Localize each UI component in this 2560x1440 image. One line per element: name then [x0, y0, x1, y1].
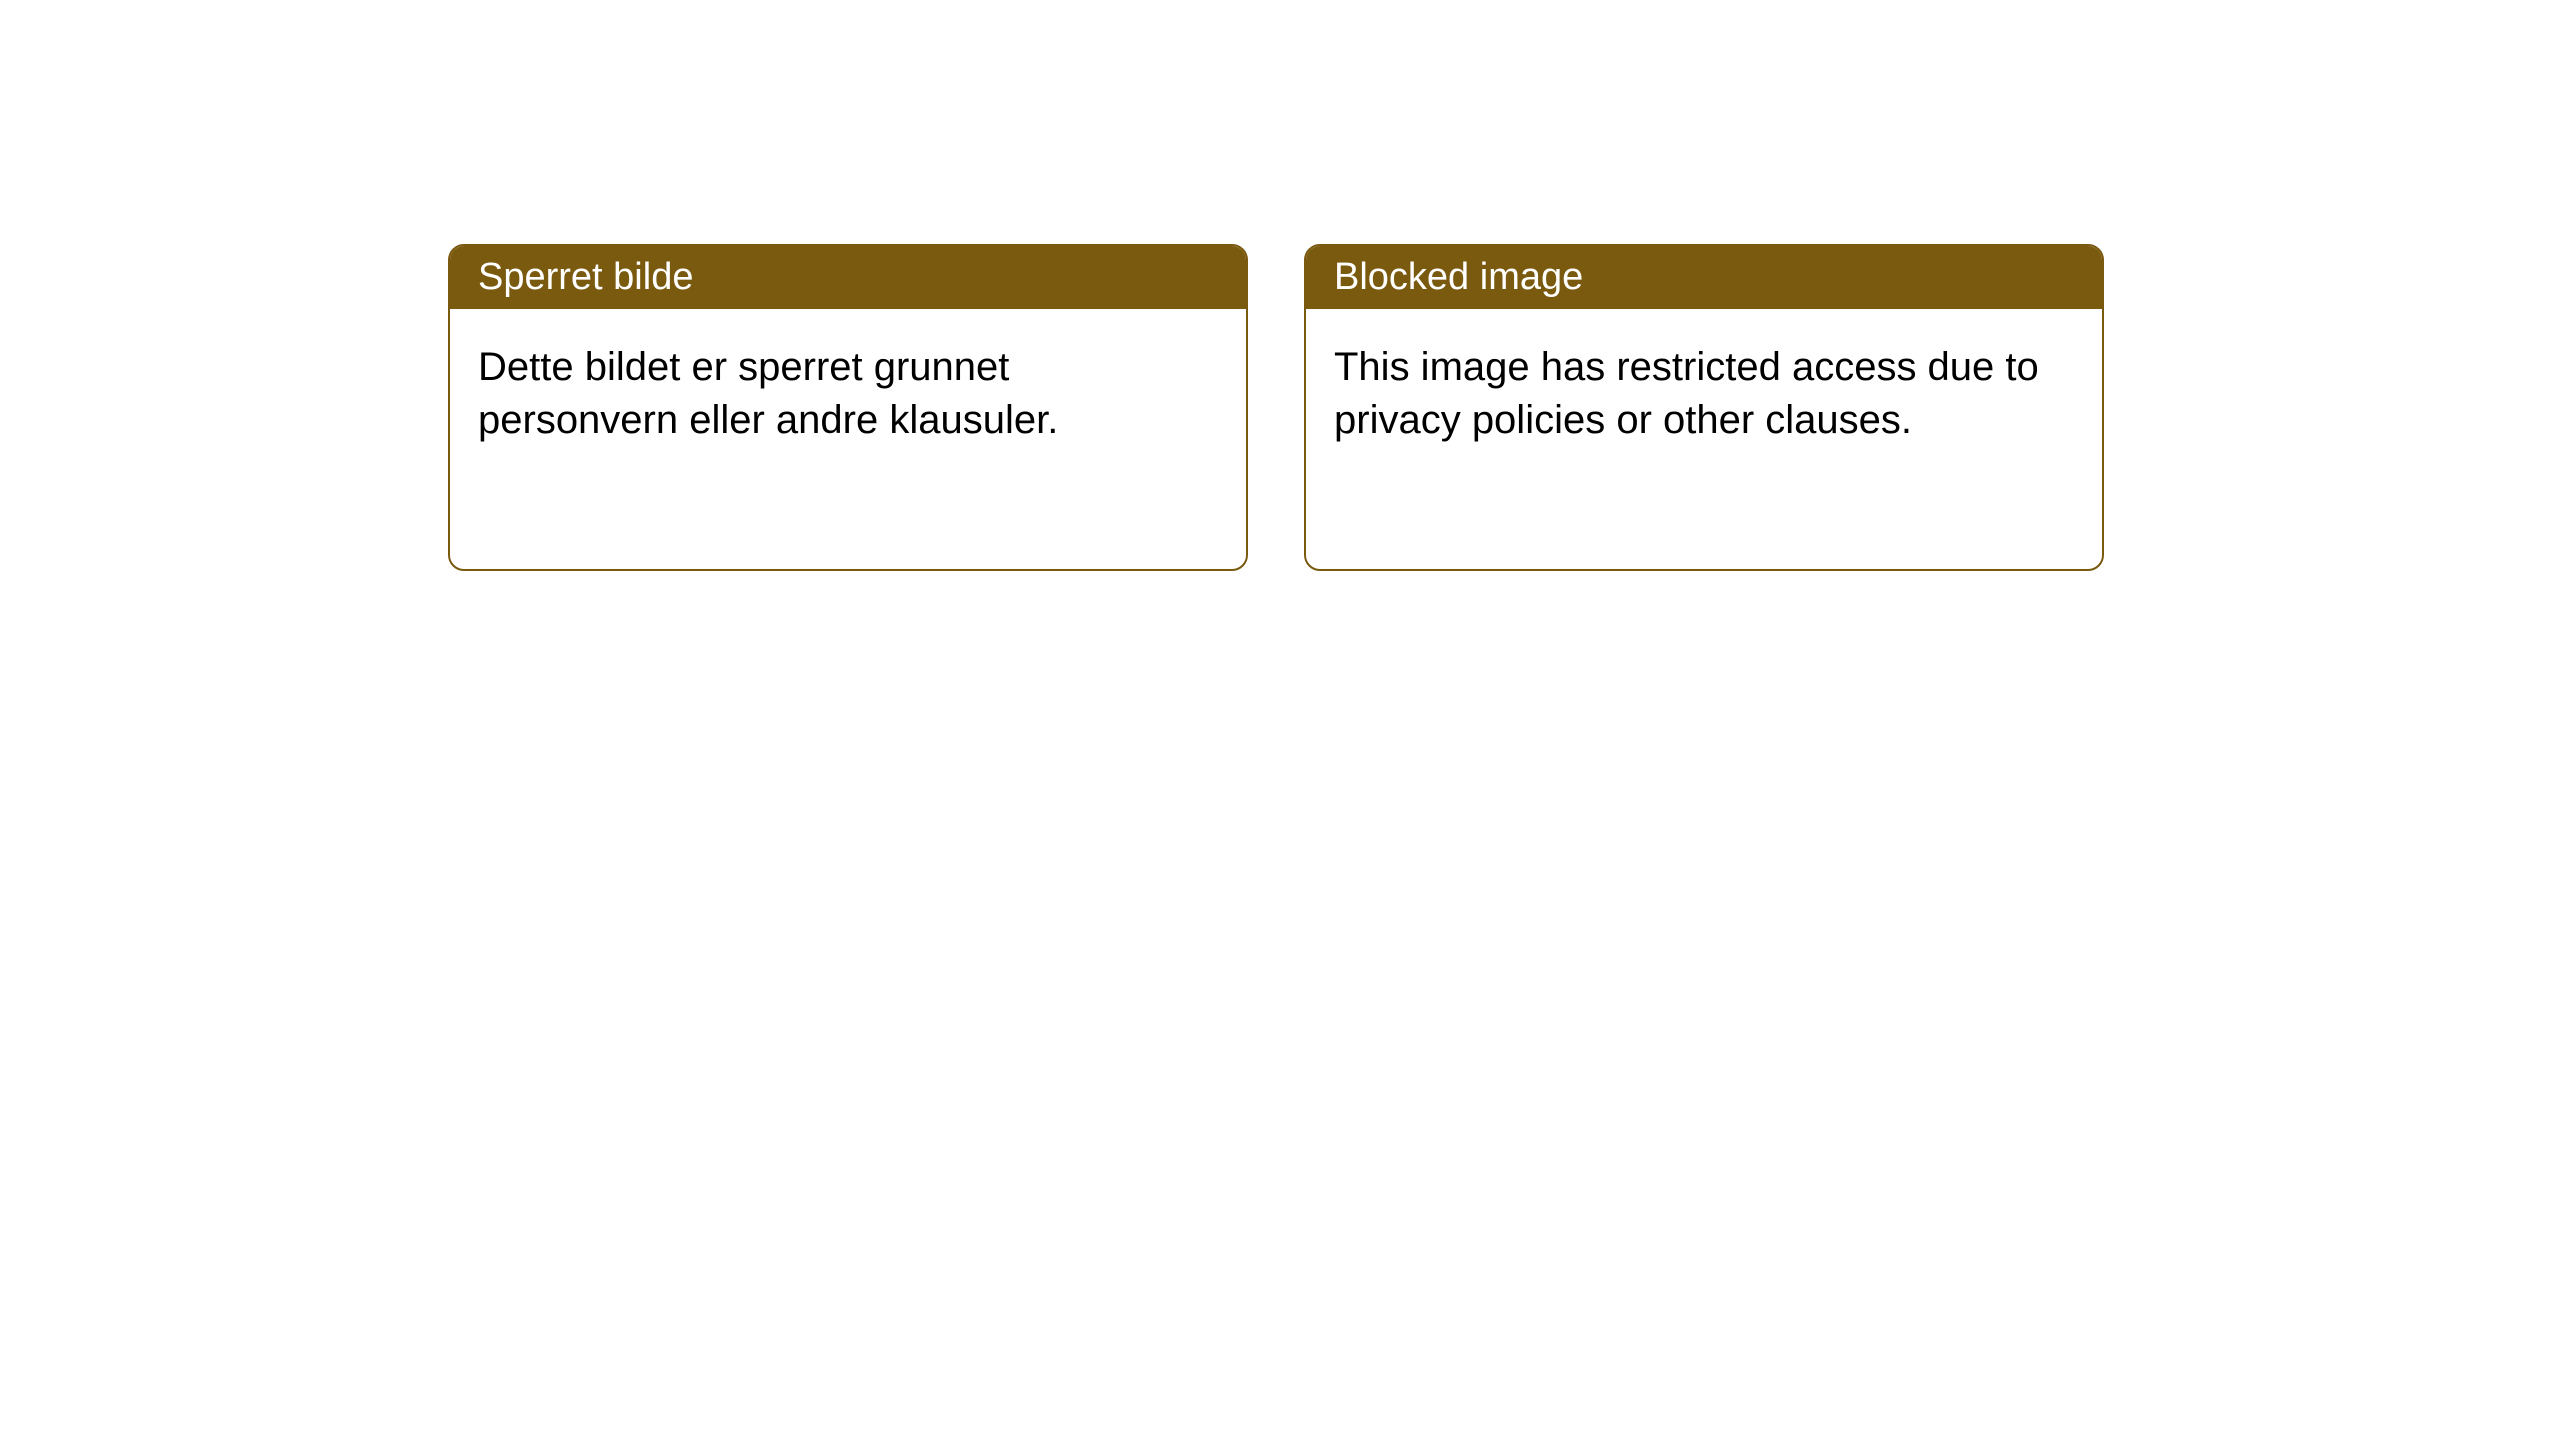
card-body: This image has restricted access due to … [1306, 309, 2102, 569]
card-body: Dette bildet er sperret grunnet personve… [450, 309, 1246, 569]
card-header: Sperret bilde [450, 246, 1246, 309]
card-body-text: This image has restricted access due to … [1334, 345, 2039, 442]
card-body-text: Dette bildet er sperret grunnet personve… [478, 345, 1058, 442]
card-norwegian: Sperret bilde Dette bildet er sperret gr… [448, 244, 1248, 571]
card-title: Sperret bilde [478, 256, 693, 298]
cards-container: Sperret bilde Dette bildet er sperret gr… [448, 244, 2104, 571]
card-title: Blocked image [1334, 256, 1583, 298]
card-header: Blocked image [1306, 246, 2102, 309]
card-english: Blocked image This image has restricted … [1304, 244, 2104, 571]
